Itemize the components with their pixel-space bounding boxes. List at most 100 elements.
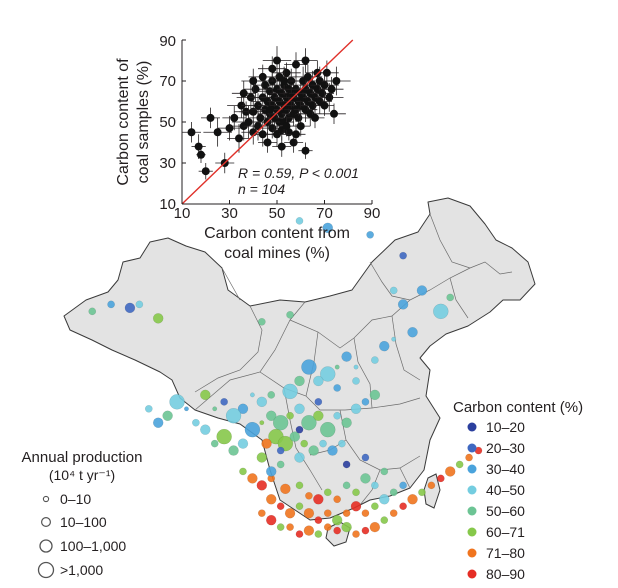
mine-site-marker (295, 502, 304, 511)
mine-site-marker (320, 421, 336, 438)
mine-site-marker (261, 438, 272, 449)
color-legend-label: 71–80 (486, 545, 525, 561)
scatter-point (305, 107, 325, 129)
color-legend-label: 40–50 (486, 482, 525, 498)
mine-site-marker (389, 509, 398, 518)
mine-site-marker (184, 406, 189, 412)
size-marker (39, 539, 53, 553)
mine-site-marker (162, 410, 173, 422)
scatter-point (284, 52, 308, 77)
mine-site-marker (341, 351, 352, 362)
mine-site-marker (276, 460, 285, 469)
mine-site-marker (446, 293, 455, 302)
x-tick-label: 90 (364, 205, 381, 222)
y-tick-label: 10 (159, 196, 176, 213)
mine-site-marker (407, 326, 418, 338)
x-tick-label: 50 (269, 205, 286, 222)
mine-site-marker (371, 502, 379, 511)
size-legend-label: 0–10 (60, 491, 91, 507)
mine-site-marker (327, 445, 338, 456)
size-marker (42, 495, 50, 503)
color-legend-label: 50–60 (486, 503, 525, 519)
y-tick-label: 30 (159, 155, 176, 172)
mine-site-marker (360, 473, 371, 484)
scatter-point (269, 66, 299, 96)
mine-site-marker (257, 509, 266, 518)
mine-site-marker (366, 230, 374, 239)
mine-site-marker (418, 488, 426, 497)
mine-site-marker (313, 410, 324, 422)
scatter-point (201, 107, 220, 129)
mine-site-marker (88, 307, 97, 316)
scatter-point (182, 122, 201, 143)
axis-ticks (181, 39, 373, 205)
mine-site-marker (286, 310, 294, 319)
color-legend-swatch (467, 422, 477, 432)
mine-site-marker (276, 446, 285, 455)
mine-site-marker (265, 466, 277, 477)
mine-site-marker (314, 530, 323, 538)
mine-site-marker (323, 509, 332, 518)
mine-site-marker (314, 516, 323, 525)
mine-site-marker (391, 336, 397, 342)
mine-site-marker (144, 404, 153, 413)
scatter-point (227, 124, 251, 153)
mine-site-marker (444, 466, 456, 477)
scatter-point (241, 68, 266, 94)
x-tick-label: 30 (221, 205, 238, 222)
mine-site-marker (433, 303, 449, 320)
x-tick-label: 70 (316, 205, 333, 222)
mine-site-marker (192, 418, 200, 427)
scatter-plot: 10 30 50 70 90 10 30 50 70 90 R = 0.59, … (115, 33, 380, 262)
mine-site-marker (323, 523, 332, 531)
scatter-point (231, 81, 256, 106)
mine-site-marker (371, 481, 379, 490)
mine-site-marker (333, 384, 342, 392)
mine-site-marker (301, 414, 317, 431)
mine-site-marker (341, 417, 352, 428)
mine-site-marker (322, 222, 334, 234)
mine-site-marker (352, 377, 360, 385)
mine-site-marker (389, 488, 398, 497)
mine-site-marker (379, 340, 390, 352)
size-legend-label: 100–1,000 (60, 538, 126, 554)
y-tick-label: 50 (159, 114, 176, 131)
mine-site-marker (399, 251, 407, 260)
mine-site-marker (305, 491, 313, 500)
mine-site-marker (295, 481, 304, 490)
scatter-point (198, 163, 213, 180)
mine-site-marker (225, 408, 242, 424)
scatter-point (322, 66, 351, 96)
mine-site-marker (314, 397, 323, 406)
size-marker (37, 561, 55, 579)
mine-site-marker (294, 452, 305, 463)
mine-site-marker (228, 445, 239, 456)
mine-site-marker (237, 403, 249, 415)
x-tick-label: 10 (174, 205, 191, 222)
mine-site-marker (350, 500, 362, 512)
x-axis-label: Carbon content from (204, 225, 350, 242)
mine-site-marker (369, 389, 381, 401)
color-legend-items: 10–20 20–30 30–40 40–50 50–60 60–71 71–8… (467, 419, 525, 582)
mine-site-marker (244, 421, 261, 438)
mine-site-marker (272, 414, 289, 431)
scatter-point (315, 95, 334, 116)
mine-site-marker (333, 495, 342, 504)
mine-site-marker (313, 375, 324, 387)
mine-site-marker (465, 453, 473, 462)
color-legend-label: 80–90 (486, 566, 525, 582)
color-legend-swatch (467, 548, 477, 558)
size-legend-label: 10–100 (60, 514, 107, 530)
stat-annotation-r: R = 0.59, P < 0.001 (238, 165, 359, 181)
color-legend-label: 30–40 (486, 461, 525, 477)
mine-site-marker (416, 285, 428, 296)
mine-site-marker (220, 397, 228, 406)
mine-site-marker (379, 494, 390, 505)
mine-site-marker (265, 514, 277, 526)
color-legend-swatch (467, 485, 477, 495)
mine-site-marker (361, 397, 370, 406)
mine-site-marker (200, 424, 211, 435)
china-map (63, 197, 536, 547)
mine-site-marker (256, 480, 268, 491)
